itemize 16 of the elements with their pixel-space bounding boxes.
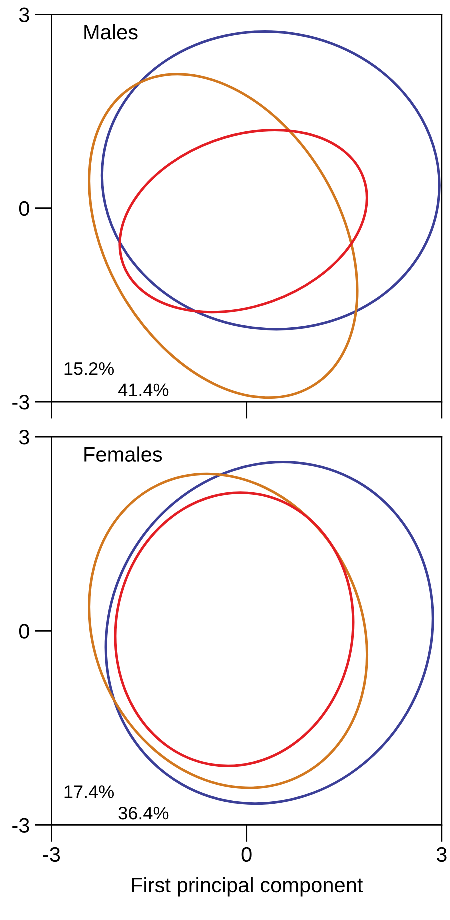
chart-title: Males (84, 24, 138, 40)
y-tick-label: 0 (19, 201, 30, 216)
y-tick-label: -3 (12, 395, 30, 410)
annotation: 36.4% (118, 806, 169, 820)
annotation: 41.4% (118, 384, 169, 396)
annotation: 17.4% (64, 786, 114, 798)
x-tick-label: 3 (436, 847, 447, 862)
x-axis-title: First principal component (132, 877, 364, 897)
y-tick-label: 0 (19, 624, 30, 639)
annotation: 15.2% (64, 362, 114, 376)
x-tick-label: -3 (43, 847, 60, 862)
x-tick-label: 0 (242, 847, 252, 862)
y-tick-label: 3 (19, 430, 30, 445)
y-tick-label: 3 (19, 8, 30, 22)
y-tick-label: -3 (12, 818, 30, 833)
chart-title: Females (84, 446, 162, 462)
